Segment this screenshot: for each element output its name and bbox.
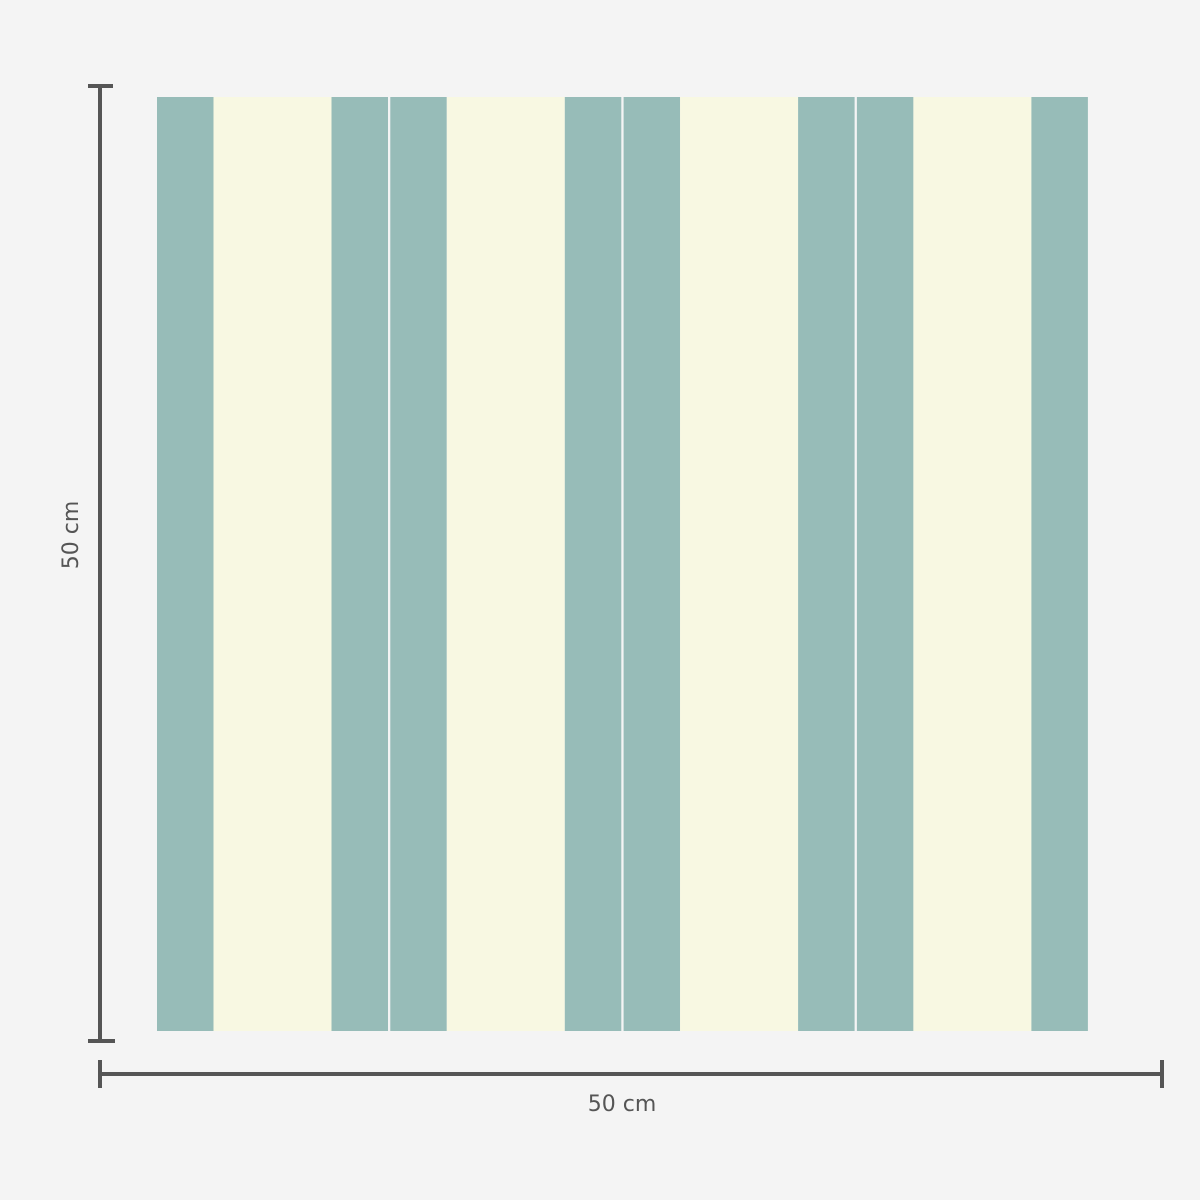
width-label: 50 cm [588,1092,657,1117]
width-dimension-line [98,1060,1164,1088]
teal-stripe [1031,97,1088,1031]
cream-stripe [913,97,1032,1031]
teal-stripe [390,97,447,1031]
height-dimension-line [88,84,115,1043]
teal-stripe [856,97,914,1031]
teal-stripe [564,97,622,1031]
striped-tile [157,97,1088,1031]
teal-stripe [157,97,214,1031]
height-label: 50 cm [59,501,84,570]
cream-stripe [213,97,332,1031]
teal-stripe [623,97,681,1031]
cream-stripe [680,97,799,1031]
teal-stripe [331,97,388,1031]
teal-stripe [798,97,855,1031]
cream-stripe [446,97,565,1031]
